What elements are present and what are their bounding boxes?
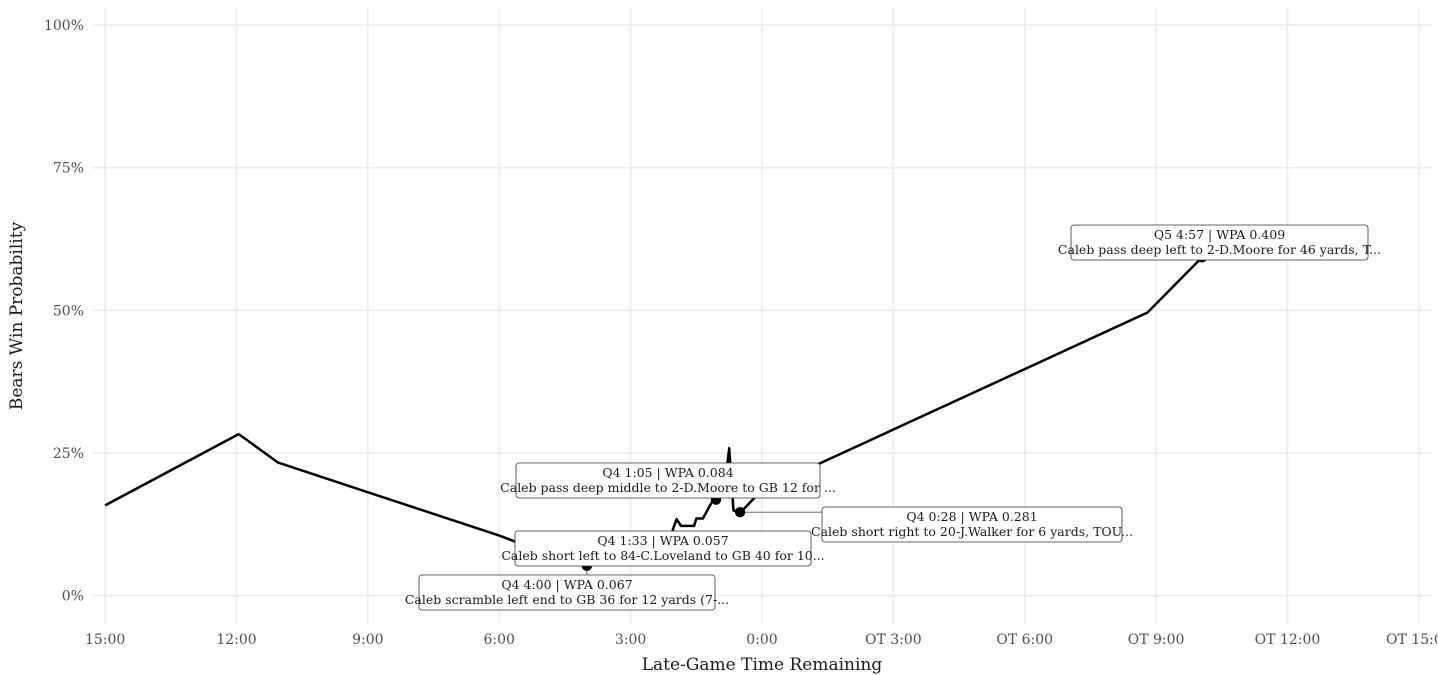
x-tick-label: OT 9:00 — [1128, 632, 1185, 648]
annotation-header: Q4 0:28 | WPA 0.281 — [906, 509, 1037, 524]
annotation-description: Caleb pass deep middle to 2-D.Moore to G… — [500, 480, 836, 495]
annotation-description: Caleb short right to 20-J.Walker for 6 y… — [811, 524, 1133, 539]
annotation-box — [821, 506, 1123, 543]
x-axis-title: Late-Game Time Remaining — [642, 655, 883, 675]
y-tick-label: 0% — [62, 588, 84, 604]
x-tick-label: 9:00 — [352, 632, 383, 648]
annotation-header: Q4 4:00 | WPA 0.067 — [501, 577, 632, 592]
x-tick-label: 3:00 — [615, 632, 646, 648]
y-tick-label: 25% — [53, 446, 84, 462]
annotation-description: Caleb scramble left end to GB 36 for 12 … — [405, 592, 729, 607]
annotation-header: Q5 4:57 | WPA 0.409 — [1154, 227, 1285, 242]
annotation-box — [418, 574, 716, 611]
y-tick-label: 50% — [53, 303, 84, 319]
x-tick-label: OT 12:00 — [1255, 632, 1321, 648]
y-tick-label: 75% — [53, 161, 84, 177]
annotation-description: Caleb short left to 84-C.Loveland to GB … — [501, 548, 824, 563]
x-tick-labels: 15:00 12:00 9:00 6:00 3:00 0:00 OT 3:00 OT 6:00… — [85, 632, 1438, 648]
x-tick-label: 12:00 — [216, 632, 256, 648]
highlight-point — [734, 507, 746, 518]
x-tick-label: 15:00 — [85, 632, 125, 648]
x-tick-label: 0:00 — [746, 632, 777, 648]
grid-lines — [92, 8, 1432, 624]
annotation-header: Q4 1:05 | WPA 0.084 — [602, 465, 733, 480]
x-tick-label: OT 15:00 — [1386, 632, 1438, 648]
annotation-box — [515, 462, 821, 499]
annotation-description: Caleb pass deep left to 2-D.Moore for 46… — [1058, 242, 1381, 257]
y-tick-label: 100% — [44, 18, 84, 34]
annotation-header: Q4 1:33 | WPA 0.057 — [597, 533, 728, 548]
y-axis-title: Bears Win Probability — [7, 221, 27, 410]
annotation-box — [1070, 224, 1369, 261]
y-tick-labels: 0% 25% 50% 75% 100% — [44, 18, 84, 604]
annotation-box — [514, 530, 812, 567]
x-tick-label: OT 3:00 — [865, 632, 922, 648]
x-tick-label: OT 6:00 — [996, 632, 1053, 648]
x-tick-label: 6:00 — [484, 632, 515, 648]
